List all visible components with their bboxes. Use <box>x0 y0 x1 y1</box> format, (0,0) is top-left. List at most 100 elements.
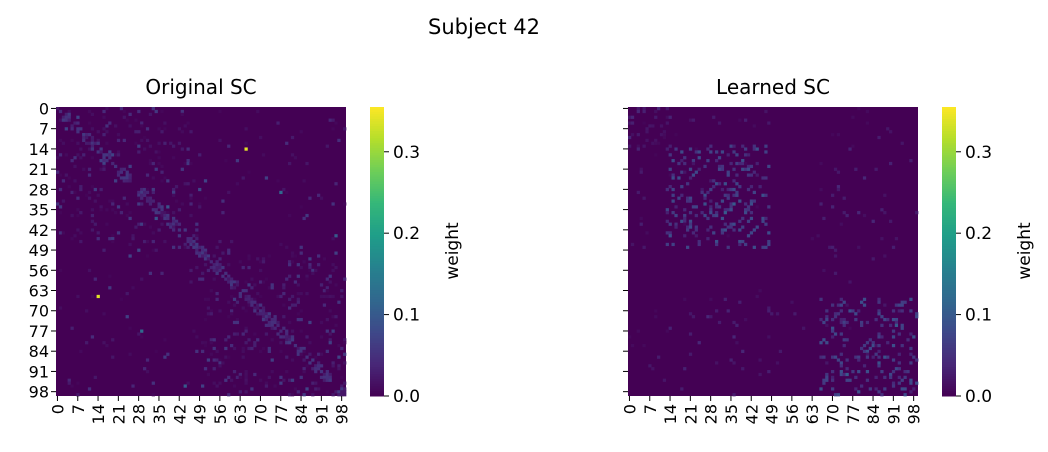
heatmap-cell <box>871 343 875 348</box>
heatmap-cell <box>883 317 887 322</box>
heatmap-cell <box>343 352 347 356</box>
colorbar-segment <box>942 188 956 192</box>
heatmap-cell <box>680 185 684 189</box>
heatmap-cell <box>270 323 274 327</box>
colorbar-segment <box>942 369 956 373</box>
heatmap-cell <box>215 245 219 249</box>
heatmap-cell <box>76 208 80 212</box>
heatmap-cell <box>697 150 701 154</box>
heatmap-cell <box>845 338 849 342</box>
heatmap-cell <box>198 187 202 192</box>
heatmap-cell <box>253 283 257 287</box>
heatmap-cell <box>839 309 843 313</box>
heatmap-cell <box>688 211 693 215</box>
heatmap-cell <box>247 257 251 261</box>
heatmap-cell <box>761 245 765 249</box>
colorbar-segment <box>370 179 384 183</box>
heatmap-cell <box>665 231 669 235</box>
heatmap-cell <box>709 150 713 154</box>
heatmap-cell <box>909 381 913 385</box>
heatmap-cell <box>639 216 643 221</box>
learned-sc-colorbar-label: weight <box>1015 222 1035 280</box>
colorbar-segment <box>370 371 384 375</box>
heatmap-cell <box>174 222 179 226</box>
heatmap-cell <box>79 187 83 192</box>
colorbar-segment <box>370 152 384 156</box>
heatmap-cell <box>244 378 248 382</box>
heatmap-cell <box>709 144 713 148</box>
heatmap-cell <box>726 196 730 200</box>
heatmap-cell <box>302 216 306 221</box>
heatmap-cell <box>729 187 733 192</box>
heatmap-cell <box>842 317 846 322</box>
heatmap-cell <box>290 338 295 342</box>
heatmap-cell <box>822 268 826 273</box>
heatmap-cell <box>674 222 678 226</box>
heatmap-cell <box>744 167 748 171</box>
heatmap-cell <box>665 147 669 151</box>
heatmap-cell <box>230 312 234 316</box>
heatmap-cell <box>674 147 678 151</box>
colorbar-segment <box>942 227 956 231</box>
heatmap-cell <box>900 326 904 330</box>
colorbar-segment <box>942 323 956 327</box>
heatmap-cell <box>729 208 733 212</box>
heatmap-cell <box>328 309 332 313</box>
heatmap-cell <box>296 300 300 304</box>
heatmap-cell <box>738 185 742 189</box>
heatmap-cell <box>712 179 716 183</box>
heatmap-cell <box>241 289 245 293</box>
x-tick-label: 49 <box>763 404 782 424</box>
colorbar-segment <box>370 191 384 195</box>
heatmap-cell <box>218 109 222 114</box>
heatmap-cell <box>686 228 690 232</box>
heatmap-cell <box>874 375 878 380</box>
heatmap-cell <box>247 294 251 299</box>
colorbar-segment <box>370 107 384 110</box>
heatmap-cell <box>833 254 838 258</box>
heatmap-cell <box>189 193 193 197</box>
colorbar-segment <box>370 200 384 204</box>
heatmap-cell <box>328 274 332 278</box>
colorbar-segment <box>942 128 956 132</box>
heatmap-cell <box>111 208 115 212</box>
heatmap-cell <box>308 265 312 270</box>
heatmap-cell <box>697 167 701 171</box>
heatmap-cell <box>767 231 771 235</box>
heatmap-cell <box>738 242 742 247</box>
heatmap-cell <box>140 190 144 195</box>
heatmap-cell <box>319 375 324 380</box>
heatmap-cell <box>732 179 736 183</box>
heatmap-cell <box>128 242 132 247</box>
heatmap-cell <box>79 239 83 244</box>
heatmap-cell <box>116 170 121 174</box>
heatmap-cell <box>746 167 751 171</box>
colorbar-segment <box>370 210 384 214</box>
heatmap-cell <box>105 343 109 348</box>
heatmap-cell <box>749 202 754 206</box>
heatmap-cell <box>288 213 292 218</box>
heatmap-cell <box>915 312 919 316</box>
heatmap-cell <box>741 167 745 171</box>
heatmap-cell <box>891 381 896 385</box>
heatmap-cell <box>212 254 216 258</box>
heatmap-cell <box>767 335 771 339</box>
heatmap-cell <box>889 375 893 380</box>
heatmap-cell <box>235 182 240 186</box>
heatmap-cell <box>831 245 835 249</box>
colorbar-segment <box>942 304 956 308</box>
heatmap-cell <box>87 268 92 273</box>
heatmap-cell <box>183 242 187 247</box>
heatmap-cell <box>128 352 132 356</box>
heatmap-cell <box>322 294 327 299</box>
colorbar-segment <box>942 261 956 265</box>
heatmap-cell <box>108 150 112 154</box>
heatmap-cell <box>880 393 884 397</box>
heatmap-cell <box>76 127 80 131</box>
colorbar-segment <box>370 138 384 142</box>
heatmap-cell <box>775 312 780 316</box>
heatmap-cell <box>288 320 292 325</box>
heatmap-cell <box>285 245 289 249</box>
heatmap-cell <box>694 213 698 218</box>
colorbar-segment <box>370 217 384 221</box>
